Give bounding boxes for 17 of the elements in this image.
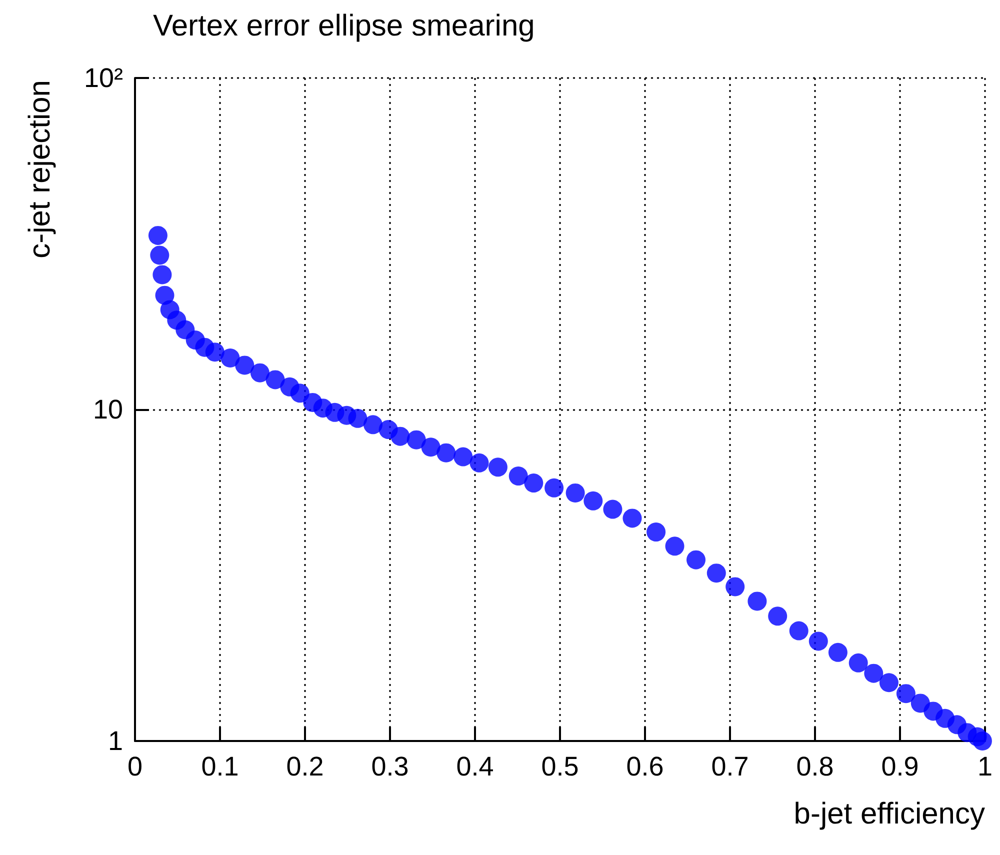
x-tick-label: 0.3 (371, 752, 409, 782)
y-tick-label: 10² (84, 63, 123, 93)
x-tick-label: 1 (977, 752, 993, 782)
y-tick-label: 10 (92, 394, 123, 424)
chart-title: Vertex error ellipse smearing (153, 10, 535, 42)
x-tick-label: 0.2 (286, 752, 324, 782)
x-tick-label: 0.4 (456, 752, 494, 782)
x-tick-label: 0.9 (881, 752, 919, 782)
x-tick-label: 0.5 (541, 752, 579, 782)
x-axis-title: b-jet efficiency (794, 798, 985, 830)
x-tick-label: 0.7 (711, 752, 749, 782)
x-tick-label: 0 (127, 752, 143, 782)
y-tick-label: 1 (108, 726, 123, 756)
y-axis-title: c-jet rejection (24, 80, 56, 258)
x-tick-label: 0.6 (626, 752, 664, 782)
x-tick-label: 0.1 (201, 752, 239, 782)
x-tick-label: 0.8 (796, 752, 834, 782)
